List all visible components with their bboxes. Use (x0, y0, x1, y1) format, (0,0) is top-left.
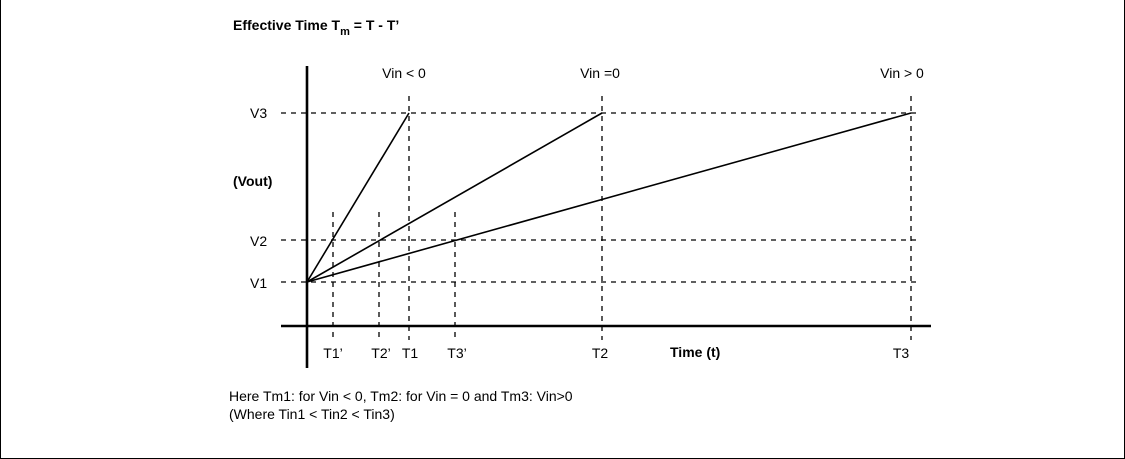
time-label-t3-prime: T3’ (447, 345, 466, 361)
time-label-t1-prime: T1’ (323, 345, 342, 361)
condition-vin-positive: Vin > 0 (880, 65, 924, 81)
condition-vin-zero: Vin =0 (580, 65, 620, 81)
y-axis-label: (Vout) (233, 173, 272, 189)
ramp-vin-negative (306, 112, 410, 283)
voltage-label-v2: V2 (250, 233, 267, 249)
voltage-label-v3: V3 (250, 105, 267, 121)
note-line-2: (Where Tin1 < Tin2 < Tin3) (229, 406, 395, 422)
ramp-vin-positive (306, 112, 912, 283)
condition-vin-negative: Vin < 0 (382, 65, 426, 81)
time-label-t2-prime: T2’ (371, 345, 390, 361)
voltage-label-v1: V1 (250, 275, 267, 291)
note-line-1: Here Tm1: for Vin < 0, Tm2: for Vin = 0 … (229, 388, 573, 404)
ramp-vin-zero (306, 112, 603, 283)
x-axis-label: Time (t) (670, 344, 720, 360)
time-label-t2: T2 (592, 345, 609, 361)
time-label-t1: T1 (402, 345, 419, 361)
diagram-title: Effective Time Tm = T - T’ (233, 17, 399, 38)
time-label-t3: T3 (893, 345, 910, 361)
